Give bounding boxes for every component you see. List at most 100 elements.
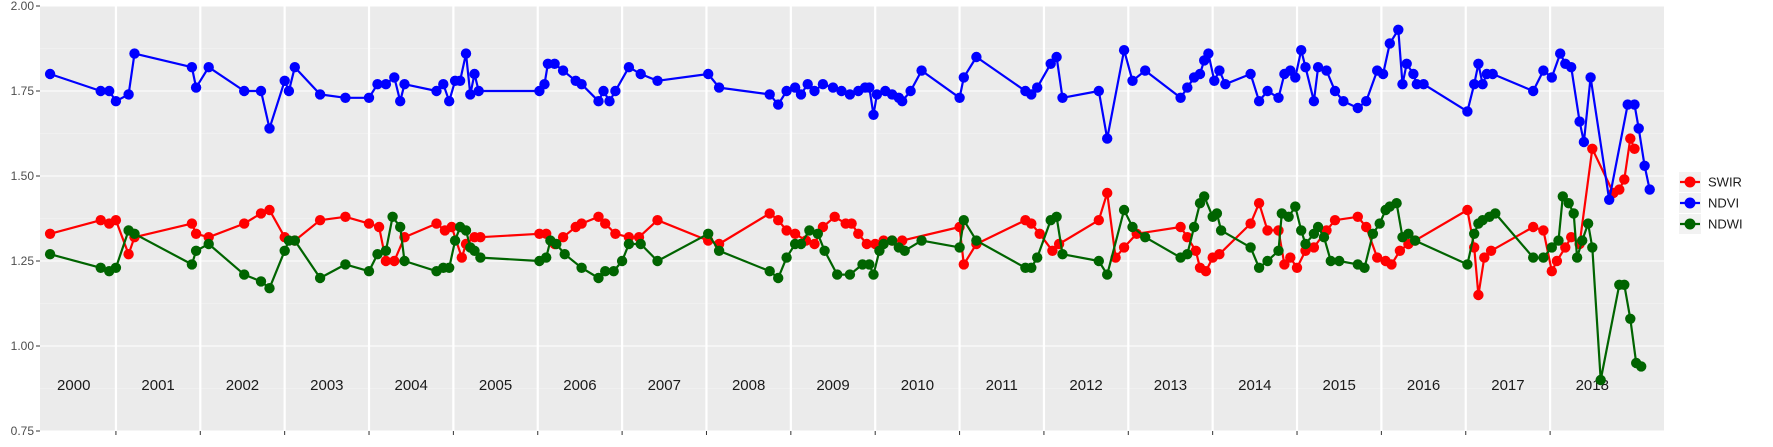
year-label: 2008 (732, 377, 765, 394)
data-point-ndwi (541, 252, 552, 263)
data-point-ndwi (475, 252, 486, 263)
data-point-ndwi (186, 259, 198, 270)
data-point-ndvi (1418, 79, 1429, 90)
data-point-swir (456, 252, 467, 263)
data-point-ndwi (1374, 218, 1385, 229)
data-point-ndvi (836, 85, 847, 97)
data-point-swir (1538, 225, 1549, 236)
data-point-ndvi (1555, 48, 1566, 59)
y-tick-label: 1.25 (11, 254, 35, 268)
data-point-ndwi (916, 235, 927, 246)
data-point-ndvi (1384, 38, 1396, 49)
data-point-ndvi (1051, 51, 1062, 63)
data-point-ndvi (1604, 194, 1615, 205)
data-point-ndvi (1209, 75, 1220, 87)
data-point-ndvi (1262, 85, 1273, 97)
data-point-ndwi (1118, 204, 1130, 216)
data-point-ndvi (773, 99, 784, 110)
y-tick-label: 0.75 (11, 424, 35, 438)
data-point-ndvi (110, 96, 122, 107)
data-point-ndvi (372, 79, 383, 90)
data-point-ndvi (380, 79, 392, 90)
data-point-ndvi (1473, 58, 1484, 69)
data-point-ndvi (844, 89, 856, 100)
data-point-swir (1629, 143, 1640, 154)
data-point-ndwi (1199, 191, 1210, 202)
data-point-ndwi (264, 283, 275, 294)
data-point-swir (1245, 218, 1256, 229)
data-point-swir (1118, 242, 1130, 253)
data-point-ndwi (1211, 208, 1223, 219)
data-point-swir (264, 204, 275, 216)
data-point-ndvi (557, 65, 569, 76)
y-tick-label: 1.50 (11, 169, 35, 183)
data-point-ndvi (703, 68, 714, 80)
data-point-ndwi (110, 262, 122, 273)
data-point-ndwi (623, 238, 635, 250)
data-point-ndvi (1182, 82, 1193, 93)
data-point-ndvi (916, 65, 927, 76)
data-point-swir (557, 232, 569, 243)
legend-item-ndwi: NDWI (1679, 214, 1743, 234)
data-point-ndvi (389, 72, 400, 83)
data-point-ndwi (95, 262, 106, 273)
year-label: 2005 (479, 377, 512, 394)
data-point-ndvi (1538, 65, 1549, 76)
data-point-swir (1386, 259, 1397, 270)
data-point-ndwi (819, 245, 830, 256)
data-point-ndvi (1585, 72, 1596, 83)
data-point-swir (1566, 232, 1577, 243)
legend: SWIR NDVI NDWI (1679, 172, 1743, 234)
data-point-ndvi (454, 75, 466, 87)
data-point-ndvi (817, 79, 829, 90)
data-point-swir (789, 228, 801, 239)
data-point-ndvi (549, 58, 560, 69)
data-point-ndwi (899, 245, 910, 256)
data-point-ndvi (809, 85, 820, 97)
data-point-ndwi (1318, 232, 1330, 243)
legend-label: SWIR (1708, 175, 1742, 190)
data-point-swir (389, 255, 400, 267)
data-point-ndvi (1093, 85, 1105, 97)
data-point-ndvi (399, 79, 410, 90)
data-point-ndwi (1582, 218, 1594, 229)
data-point-swir (1053, 238, 1065, 250)
data-point-ndvi (1026, 89, 1037, 100)
data-point-ndwi (886, 235, 898, 246)
data-point-swir (652, 215, 663, 226)
data-point-ndwi (380, 245, 392, 256)
year-label: 2015 (1323, 377, 1356, 394)
data-point-swir (1551, 255, 1563, 267)
data-point-ndvi (239, 85, 250, 97)
data-point-ndvi (610, 85, 621, 97)
data-point-ndvi (279, 75, 290, 87)
data-point-ndwi (600, 266, 611, 277)
data-point-ndwi (1300, 238, 1311, 250)
data-point-swir (1479, 252, 1490, 263)
data-point-ndvi (1469, 79, 1480, 90)
data-point-ndwi (1182, 249, 1193, 260)
year-label: 2017 (1491, 377, 1524, 394)
data-point-ndwi (363, 266, 375, 277)
year-label: 2004 (395, 377, 428, 394)
data-point-ndvi (576, 79, 587, 90)
data-point-ndvi (1245, 68, 1256, 80)
data-point-ndwi (387, 211, 398, 222)
data-point-ndwi (812, 228, 823, 239)
data-point-ndwi (460, 225, 472, 236)
data-point-ndwi (616, 255, 628, 267)
data-point-swir (610, 228, 621, 239)
year-label: 2007 (648, 377, 681, 394)
data-point-ndwi (1391, 198, 1402, 209)
data-point-ndvi (604, 96, 615, 107)
data-point-ndwi (1577, 235, 1588, 246)
data-point-ndvi (1032, 82, 1043, 93)
data-point-swir (1329, 215, 1341, 226)
data-point-ndvi (593, 96, 604, 107)
data-point-swir (1026, 218, 1037, 229)
data-point-ndwi (190, 245, 202, 256)
data-point-ndvi (363, 92, 375, 104)
year-label: 2003 (310, 377, 343, 394)
data-point-ndvi (1377, 68, 1389, 80)
year-label: 2001 (141, 377, 174, 394)
